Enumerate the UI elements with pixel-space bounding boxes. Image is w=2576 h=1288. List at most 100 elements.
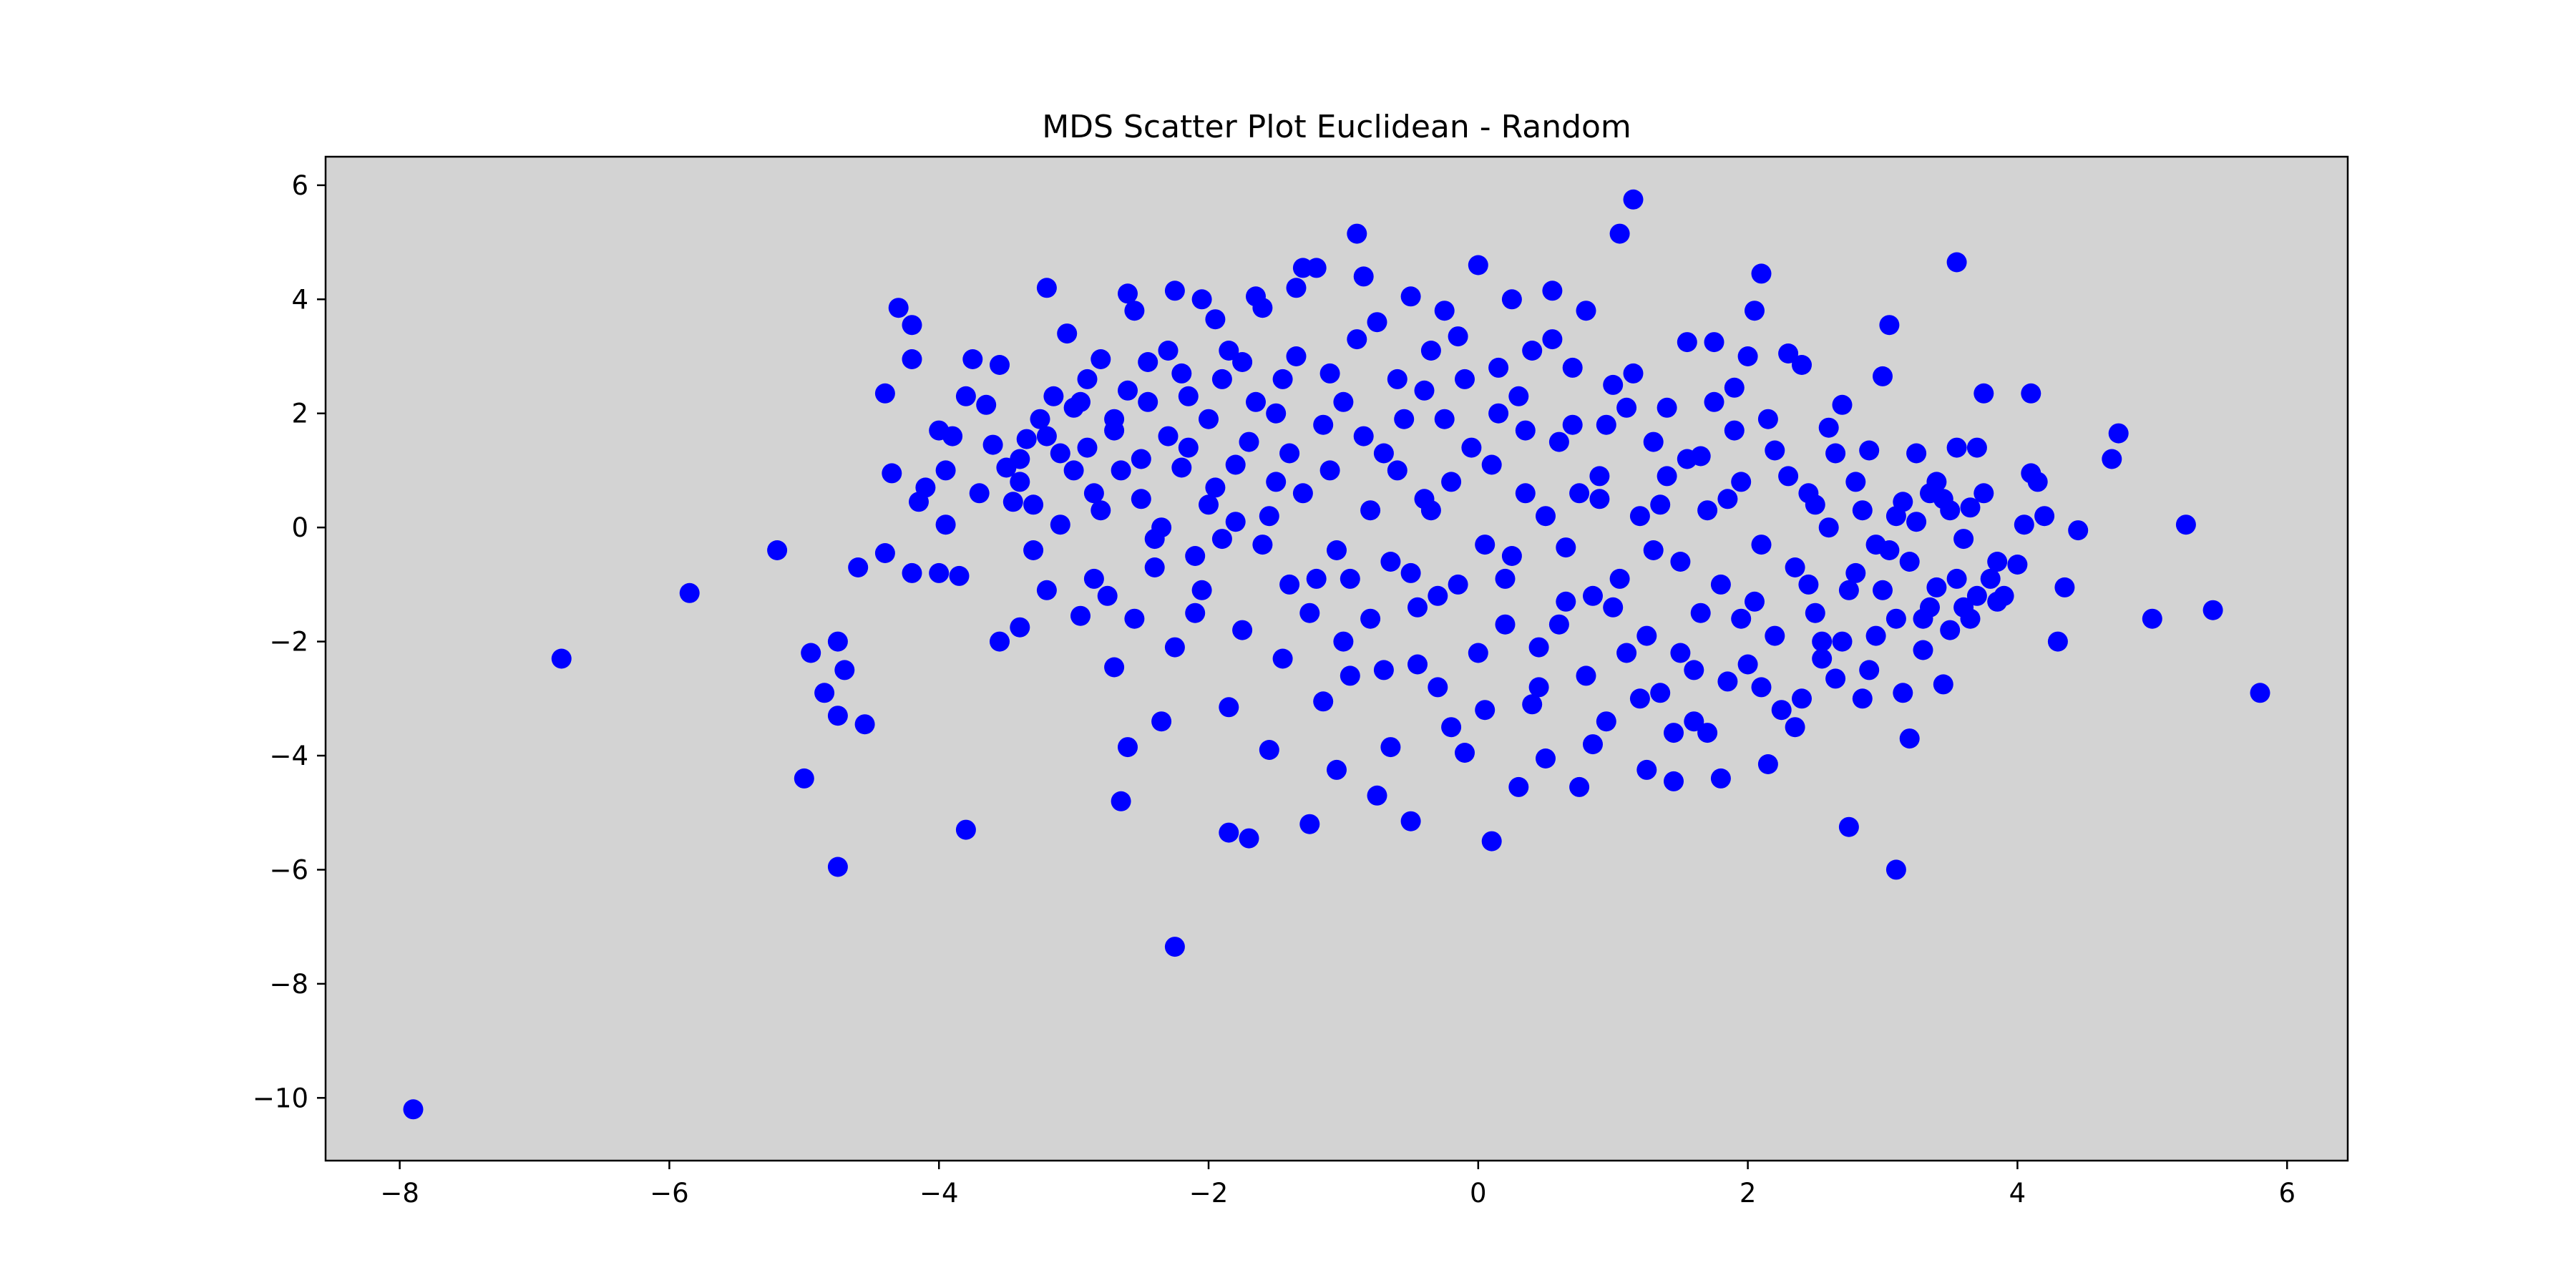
- scatter-point: [1178, 437, 1199, 458]
- x-tick-label: 0: [1470, 1178, 1487, 1209]
- scatter-point: [1636, 759, 1657, 780]
- scatter-point: [1077, 437, 1098, 458]
- scatter-point: [1812, 648, 1833, 669]
- scatter-point: [1589, 489, 1610, 509]
- scatter-point: [1536, 506, 1556, 527]
- scatter-point: [1569, 776, 1590, 797]
- scatter-point: [2047, 631, 2068, 652]
- scatter-point: [2175, 514, 2196, 535]
- scatter-point: [990, 631, 1010, 652]
- scatter-point: [1428, 585, 1448, 606]
- scatter-point: [1737, 654, 1758, 675]
- scatter-point: [1724, 420, 1745, 441]
- scatter-point: [1629, 506, 1650, 527]
- scatter-point: [1974, 383, 1994, 404]
- chart-title: MDS Scatter Plot Euclidean - Random: [1042, 109, 1631, 145]
- scatter-point: [1771, 700, 1792, 721]
- scatter-point: [767, 540, 788, 560]
- scatter-point: [1704, 391, 1724, 412]
- scatter-point: [1252, 535, 1273, 555]
- scatter-point: [2034, 506, 2055, 527]
- scatter-point: [1873, 366, 1893, 386]
- scatter-point: [1219, 822, 1239, 843]
- scatter-point: [1677, 332, 1697, 353]
- scatter-point: [1367, 312, 1387, 333]
- x-tick-label: −8: [380, 1178, 419, 1209]
- scatter-point: [1118, 380, 1138, 401]
- scatter-point: [1798, 483, 1819, 504]
- scatter-point: [1347, 329, 1367, 350]
- scatter-point: [1164, 937, 1185, 957]
- scatter-point: [1420, 341, 1441, 361]
- scatter-point: [1724, 377, 1745, 398]
- scatter-point: [1757, 754, 1778, 774]
- scatter-point: [1050, 443, 1070, 464]
- scatter-point: [1603, 597, 1624, 618]
- scatter-point: [1461, 437, 1482, 458]
- scatter-point: [1023, 494, 1044, 515]
- scatter-point: [1778, 343, 1799, 364]
- scatter-point: [1468, 643, 1488, 663]
- y-tick-label: 4: [291, 284, 308, 315]
- scatter-point: [1548, 431, 1569, 452]
- scatter-point: [1488, 403, 1509, 424]
- x-axis: −8 −6 −4 −2 0 2 4 6: [380, 1161, 2296, 1209]
- scatter-point: [854, 714, 875, 735]
- scatter-point: [1643, 431, 1664, 452]
- scatter-point: [1259, 740, 1279, 760]
- scatter-point: [1528, 677, 1549, 698]
- scatter-point: [1327, 759, 1347, 780]
- scatter-point: [1070, 391, 1091, 412]
- scatter-point: [1455, 743, 1475, 763]
- scatter-point: [2021, 383, 2041, 404]
- scatter-point: [1360, 608, 1381, 629]
- scatter-point: [1940, 620, 1961, 640]
- scatter-point: [1380, 552, 1401, 572]
- scatter-point: [1481, 831, 1502, 852]
- scatter-point: [1879, 315, 1900, 336]
- y-axis: −10 −8 −6 −4 −2 0 2 4 6: [253, 170, 326, 1113]
- scatter-point: [1899, 728, 1920, 749]
- scatter-point: [1070, 605, 1091, 626]
- scatter-point: [969, 483, 990, 504]
- scatter-point: [1664, 723, 1684, 743]
- scatter-point: [1050, 514, 1070, 535]
- scatter-point: [2068, 520, 2089, 541]
- scatter-point: [1603, 374, 1624, 395]
- scatter-point: [1272, 369, 1293, 389]
- scatter-point: [1710, 574, 1731, 595]
- scatter-point: [1434, 301, 1455, 321]
- scatter-point: [1104, 409, 1125, 429]
- scatter-point: [1536, 748, 1556, 769]
- scatter-point: [1885, 859, 1906, 880]
- scatter-point: [1104, 657, 1125, 678]
- scatter-point: [1400, 286, 1421, 307]
- scatter-point: [1211, 529, 1232, 550]
- scatter-point: [1926, 577, 1947, 597]
- scatter-point: [1091, 500, 1111, 521]
- scatter-point: [1562, 414, 1583, 435]
- scatter-point: [1616, 397, 1637, 418]
- scatter-point: [827, 857, 848, 877]
- scatter-point: [827, 631, 848, 652]
- scatter-point: [874, 383, 895, 404]
- scatter-point: [1353, 266, 1374, 287]
- scatter-point: [1367, 785, 1387, 806]
- scatter-point: [929, 562, 950, 583]
- scatter-point: [1292, 483, 1313, 504]
- data-points: [403, 189, 2270, 1120]
- scatter-point: [1272, 648, 1293, 669]
- scatter-point: [1299, 814, 1320, 834]
- scatter-point: [801, 643, 821, 663]
- y-tick-label: −4: [269, 741, 308, 771]
- scatter-point: [1825, 443, 1846, 464]
- scatter-point: [834, 660, 855, 680]
- scatter-point: [1785, 557, 1805, 577]
- scatter-point: [1225, 454, 1246, 475]
- scatter-point: [1131, 489, 1151, 509]
- scatter-point: [1576, 301, 1596, 321]
- scatter-point: [1508, 776, 1529, 797]
- scatter-point: [1556, 591, 1576, 612]
- scatter-point: [1306, 258, 1327, 278]
- scatter-point: [1091, 349, 1111, 369]
